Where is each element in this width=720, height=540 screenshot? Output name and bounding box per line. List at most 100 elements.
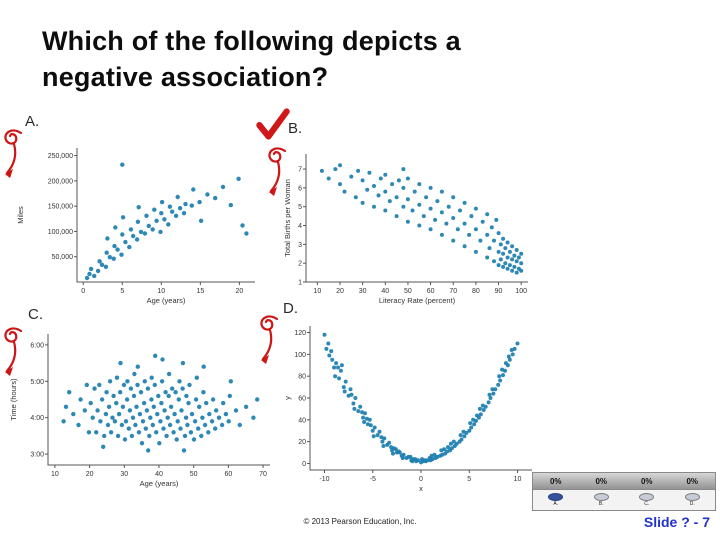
svg-text:70: 70 [449, 288, 457, 295]
svg-text:70: 70 [259, 471, 267, 478]
poll-oval-icon-d [684, 493, 700, 501]
svg-text:Age (years): Age (years) [147, 296, 186, 305]
svg-text:80: 80 [298, 374, 306, 381]
svg-text:60: 60 [224, 471, 232, 478]
svg-text:0: 0 [302, 461, 306, 468]
swirl-arrow-icon-c [4, 327, 23, 376]
svg-text:5: 5 [298, 204, 302, 211]
chart-a-scatter-miles-vs-age: 0 5 10 15 20 50,000 100,000 150,000 200,000 250,0… [15, 140, 263, 312]
svg-text:5: 5 [467, 476, 471, 483]
option-label-a: A. [25, 113, 40, 130]
poll-percent-b: 0% [595, 476, 608, 486]
slide-title-line2: negative association? [42, 61, 329, 92]
svg-text:10: 10 [313, 288, 321, 295]
svg-text:40: 40 [155, 471, 163, 478]
svg-text:120: 120 [294, 330, 306, 337]
svg-text:7: 7 [298, 167, 302, 174]
option-label-b: B. [288, 120, 303, 137]
chart-c-scatter-time-vs-age: 10 20 30 40 50 60 70 3:00 4:00 5:00 6:00 Age (years… [8, 328, 278, 495]
slide-number: Slide ? - 7 [643, 514, 710, 530]
poll-response-grid: 0% 0% 0% 0% A. B. C. D. [532, 472, 716, 511]
poll-letter-b: B. [598, 501, 604, 507]
svg-text:5: 5 [120, 288, 124, 295]
poll-oval-icon-c [639, 493, 655, 501]
poll-letter-d: D. [689, 501, 695, 507]
svg-text:150,000: 150,000 [48, 204, 73, 211]
svg-text:10: 10 [514, 476, 522, 483]
svg-text:4: 4 [298, 223, 302, 230]
poll-letter-a: A. [553, 501, 559, 507]
svg-text:80: 80 [472, 288, 480, 295]
svg-text:15: 15 [196, 288, 204, 295]
svg-text:40: 40 [298, 417, 306, 424]
slide-title: Which of the following depicts a negativ… [42, 24, 461, 95]
svg-text:60: 60 [298, 396, 306, 403]
svg-text:20: 20 [235, 288, 243, 295]
swirl-arrow-icon-a [4, 129, 23, 178]
poll-percent-c: 0% [640, 476, 653, 486]
svg-text:Miles: Miles [16, 206, 25, 224]
chart-b-scatter-births-vs-literacy: 10 20 30 40 50 60 70 80 90 100 1 2 3 4 5 6 7 Literacy Rat… [282, 148, 536, 312]
svg-text:-5: -5 [370, 476, 376, 483]
svg-text:5:00: 5:00 [30, 379, 44, 386]
svg-text:3: 3 [298, 242, 302, 249]
poll-oval-icon-a [548, 493, 564, 501]
poll-option-c: C. [624, 490, 670, 510]
svg-text:20: 20 [336, 288, 344, 295]
svg-text:30: 30 [359, 288, 367, 295]
svg-text:100,000: 100,000 [48, 229, 73, 236]
svg-text:Time (hours): Time (hours) [9, 378, 18, 421]
svg-text:100: 100 [294, 352, 306, 359]
svg-text:6: 6 [298, 185, 302, 192]
svg-text:0: 0 [81, 288, 85, 295]
poll-oval-icon-b [593, 493, 609, 501]
poll-option-a: A. [533, 490, 579, 510]
svg-text:2: 2 [298, 261, 302, 268]
svg-text:50: 50 [404, 288, 412, 295]
svg-text:y: y [283, 396, 292, 400]
svg-text:20: 20 [86, 471, 94, 478]
poll-option-d: D. [670, 490, 716, 510]
svg-text:40: 40 [381, 288, 389, 295]
poll-percent-d: 0% [686, 476, 699, 486]
poll-letter-c: C. [644, 501, 650, 507]
svg-text:Literacy Rate (percent): Literacy Rate (percent) [379, 296, 456, 305]
svg-text:10: 10 [51, 471, 59, 478]
swirl-arrow-icon-b [268, 147, 287, 196]
svg-text:1: 1 [298, 280, 302, 287]
svg-text:50: 50 [190, 471, 198, 478]
svg-text:50,000: 50,000 [52, 254, 74, 261]
svg-text:-10: -10 [319, 476, 329, 483]
poll-option-b: B. [579, 490, 625, 510]
svg-text:250,000: 250,000 [48, 153, 73, 160]
swirl-arrow-icon-d [260, 315, 279, 364]
scatter-plot-A: 0 5 10 15 20 50,000 100,000 150,000 200,000 250,0… [16, 148, 255, 305]
svg-text:x: x [419, 484, 423, 493]
svg-text:90: 90 [495, 288, 503, 295]
footer-copyright: © 2013 Pearson Education, Inc. [303, 517, 417, 526]
svg-text:100: 100 [515, 288, 527, 295]
svg-text:3:00: 3:00 [30, 452, 44, 459]
svg-text:200,000: 200,000 [48, 178, 73, 185]
option-label-c: C. [28, 306, 43, 323]
correct-answer-check-icon [256, 108, 290, 140]
scatter-plot-B: 10 20 30 40 50 60 70 80 90 100 1 2 3 4 5 6 7 Literacy Rat… [283, 154, 528, 305]
svg-text:20: 20 [298, 439, 306, 446]
svg-text:60: 60 [427, 288, 435, 295]
option-label-d: D. [283, 300, 298, 317]
svg-text:Age (years): Age (years) [140, 479, 179, 488]
svg-text:0: 0 [419, 476, 423, 483]
chart-d-scatter-quadratic: -10 -5 0 5 10 0 20 40 60 80 100 120 x y [282, 320, 540, 500]
poll-percent-a: 0% [549, 476, 562, 486]
svg-text:10: 10 [157, 288, 165, 295]
poll-percent-band: 0% 0% 0% 0% [532, 472, 716, 489]
svg-text:30: 30 [120, 471, 128, 478]
svg-text:4:00: 4:00 [30, 415, 44, 422]
svg-text:Total Births per Woman: Total Births per Woman [283, 179, 292, 257]
svg-text:6:00: 6:00 [30, 342, 44, 349]
poll-options-band: A. B. C. D. [532, 489, 716, 511]
slide-title-line1: Which of the following depicts a [42, 26, 461, 56]
scatter-plot-C: 10 20 30 40 50 60 70 3:00 4:00 5:00 6:00 Age (years… [9, 334, 270, 488]
